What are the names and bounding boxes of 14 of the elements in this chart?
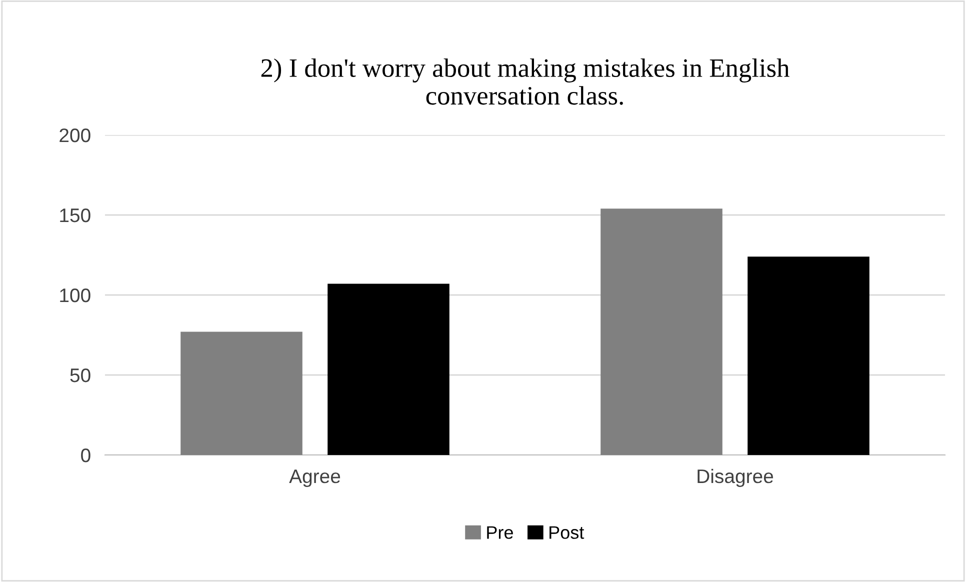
bar (600, 208, 722, 455)
y-tick-label: 50 (70, 368, 90, 382)
chart-title: 2) I don't worry about making mistakes in English conversation class. (261, 58, 790, 105)
bar (328, 284, 450, 455)
bar (748, 256, 870, 455)
x-tick-label: Disagree (698, 468, 774, 488)
bar (180, 332, 302, 455)
y-tick-label: 150 (60, 208, 90, 222)
legend-label: Post (550, 526, 584, 539)
x-tick-label: Agree (289, 470, 340, 488)
y-tick-label: 100 (60, 288, 90, 302)
y-tick-label: 200 (60, 128, 90, 142)
legend-label: Pre (487, 526, 513, 539)
y-tick-label: 0 (81, 448, 90, 462)
